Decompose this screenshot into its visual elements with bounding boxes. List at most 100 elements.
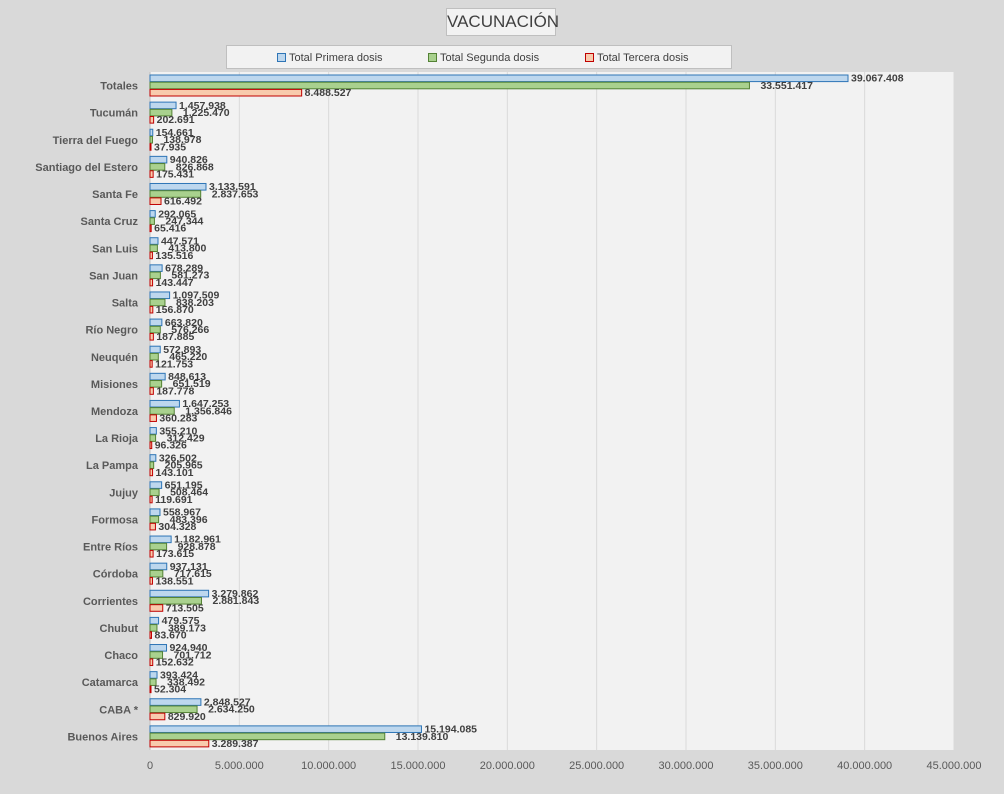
data-label-tercera: 156.870: [156, 304, 194, 316]
bar-segunda: [149, 434, 157, 442]
category-label: La Rioja: [95, 433, 139, 445]
data-label-primera: 154.661: [156, 127, 194, 139]
category-label: Jujuy: [109, 487, 139, 499]
x-tick-label: 15.000.000: [390, 760, 445, 772]
data-label-primera: 1.097.509: [173, 290, 220, 302]
category-label: San Luis: [92, 243, 138, 255]
bar-tercera: [149, 414, 157, 422]
bar-segunda: [149, 732, 386, 741]
bar-tercera: [149, 278, 154, 287]
data-label-segunda: 651.519: [173, 378, 211, 390]
data-label-segunda: 1.356.846: [185, 405, 232, 417]
data-label-tercera: 187.778: [156, 385, 194, 397]
bar-tercera: [149, 658, 154, 667]
category-label: Santa Cruz: [81, 216, 139, 228]
category-label: Corrientes: [83, 596, 138, 608]
data-label-tercera: 3.289.387: [212, 738, 259, 750]
bar-tercera: [149, 631, 152, 639]
bar-segunda: [149, 163, 166, 171]
category-label: Tierra del Fuego: [53, 135, 139, 147]
data-label-segunda: 483.396: [170, 514, 208, 526]
data-label-segunda: 13.139.810: [396, 731, 449, 743]
bar-segunda: [149, 325, 161, 334]
data-label-tercera: 143.101: [156, 467, 194, 479]
x-tick-label: 40.000.000: [837, 760, 892, 772]
bar-primera: [149, 182, 207, 191]
category-label: Buenos Aires: [67, 731, 138, 743]
bar-tercera: [149, 549, 154, 558]
data-label-primera: 355.210: [159, 425, 197, 437]
bar-segunda: [149, 651, 164, 659]
data-label-tercera: 37.935: [154, 141, 186, 153]
bar-primera: [149, 345, 161, 354]
bar-tercera: [149, 712, 166, 721]
category-label: Entre Ríos: [83, 542, 138, 554]
data-label-tercera: 52.304: [154, 684, 186, 696]
bar-primera: [149, 644, 168, 652]
data-label-primera: 572.893: [163, 344, 201, 356]
data-label-primera: 940.826: [170, 154, 208, 166]
category-label: Misiones: [91, 379, 138, 391]
data-label-tercera: 175.431: [156, 168, 194, 180]
bar-primera: [149, 427, 157, 435]
data-label-segunda: 701.712: [174, 649, 212, 661]
legend-item-tercera: Total Tercera dosis: [585, 51, 689, 65]
data-label-primera: 479.575: [162, 615, 200, 627]
data-label-tercera: 360.283: [159, 413, 197, 425]
bar-primera: [149, 372, 166, 381]
data-label-primera: 924.940: [170, 642, 208, 654]
data-label-tercera: 96.326: [155, 440, 187, 452]
bar-segunda: [149, 705, 198, 714]
bar-tercera: [149, 332, 154, 341]
data-label-tercera: 119.691: [155, 494, 193, 506]
category-label: Neuquén: [91, 352, 138, 364]
data-label-primera: 1.182.961: [174, 534, 221, 546]
data-label-tercera: 187.885: [156, 331, 194, 343]
bar-segunda: [149, 244, 158, 253]
bar-tercera: [149, 116, 155, 124]
bar-primera: [149, 725, 422, 733]
data-label-tercera: 202.691: [157, 114, 195, 126]
data-label-tercera: 829.920: [168, 711, 206, 723]
category-label: CABA *: [99, 704, 138, 716]
bar-tercera: [149, 604, 164, 612]
data-label-primera: 292.065: [158, 208, 196, 220]
bar-tercera: [149, 88, 303, 97]
data-label-segunda: 717.615: [174, 568, 212, 580]
chart-title: VACUNACIÓN: [446, 8, 559, 36]
category-label: Catamarca: [82, 677, 139, 689]
category-label: Formosa: [92, 514, 139, 526]
bar-tercera: [149, 685, 152, 694]
data-label-primera: 1.457.938: [179, 100, 226, 112]
x-tick-label: 10.000.000: [301, 760, 356, 772]
bar-segunda: [149, 380, 163, 388]
x-tick-label: 30.000.000: [658, 760, 713, 772]
bar-segunda: [149, 217, 155, 225]
bar-segunda: [149, 135, 153, 144]
bar-segunda: [149, 515, 160, 524]
bar-primera: [149, 101, 177, 110]
data-label-tercera: 173.615: [156, 548, 194, 560]
bar-primera: [149, 264, 163, 272]
bar-tercera: [149, 143, 152, 151]
bar-tercera: [149, 224, 152, 233]
data-label-segunda: 826.868: [176, 161, 214, 173]
data-label-tercera: 65.416: [154, 223, 186, 235]
bar-tercera: [149, 360, 153, 368]
bar-primera: [149, 454, 157, 462]
legend-label-primera: Total Primera dosis: [289, 52, 383, 64]
legend-item-primera: Total Primera dosis: [277, 51, 383, 65]
data-label-primera: 848.613: [168, 371, 206, 383]
category-label: Salta: [112, 298, 139, 310]
bar-primera: [149, 237, 159, 245]
data-label-primera: 558.967: [163, 507, 201, 519]
bar-tercera: [149, 251, 153, 260]
data-label-segunda: 576.266: [171, 324, 209, 336]
category-label: Chaco: [104, 650, 138, 662]
data-label-tercera: 713.505: [166, 602, 204, 614]
data-label-primera: 937.131: [170, 561, 208, 573]
bar-primera: [149, 616, 160, 625]
bar-primera: [149, 291, 171, 300]
legend-swatch-primera: [277, 52, 286, 62]
data-label-tercera: 121.753: [155, 358, 193, 370]
